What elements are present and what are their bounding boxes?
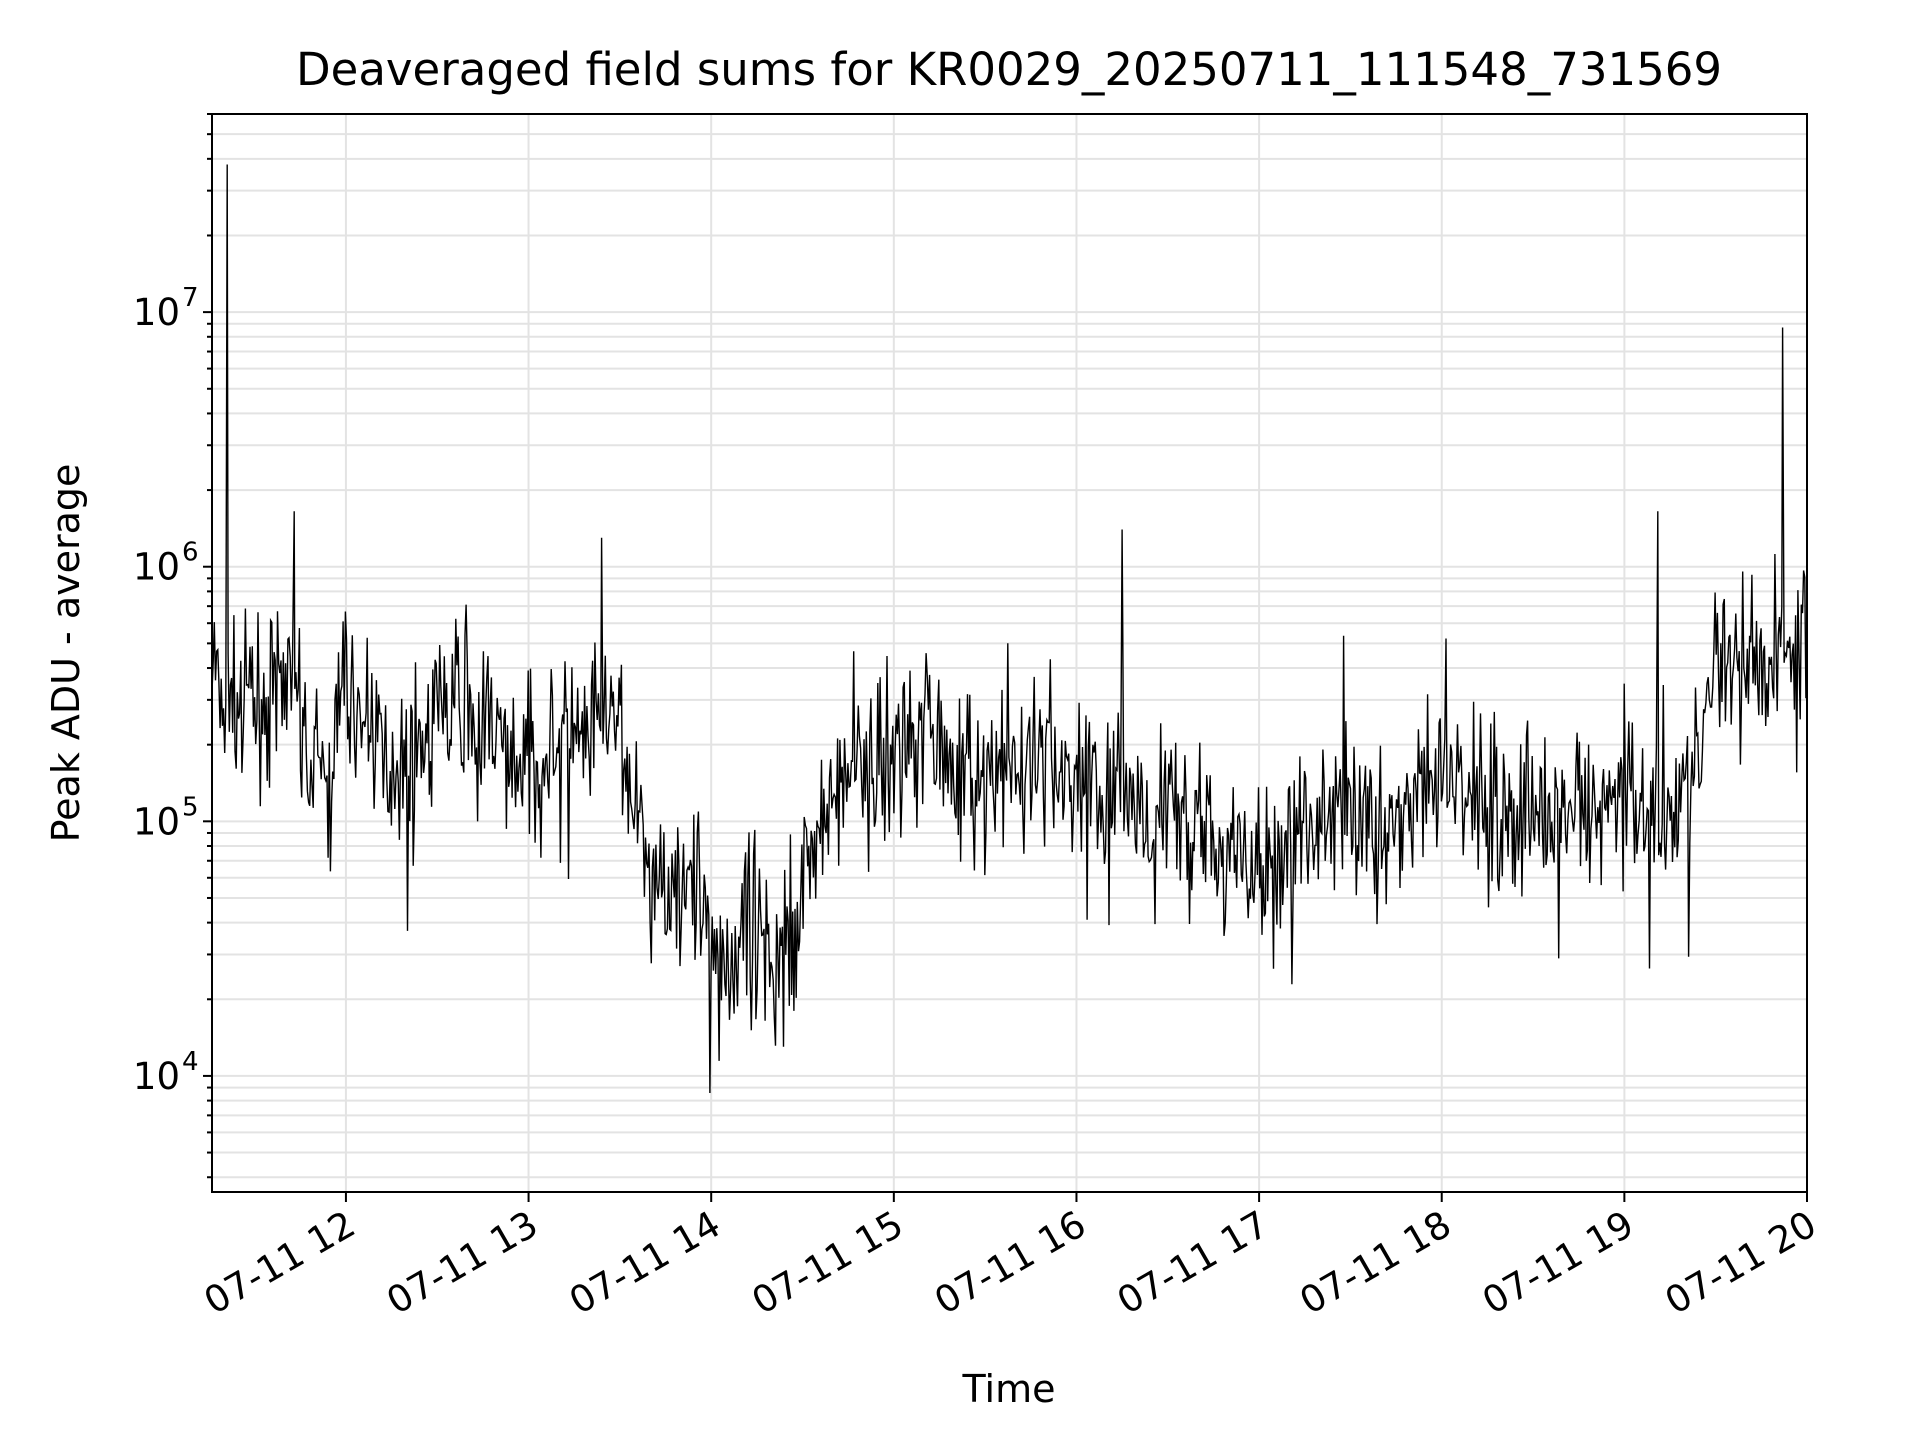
y-tick-label: 10 [133,291,180,334]
y-tick-exponent: 7 [182,283,199,313]
y-tick-exponent: 6 [182,538,199,568]
y-tick-label: 10 [133,546,180,589]
y-tick-label: 10 [133,1055,180,1098]
grid [212,113,1808,1192]
chart-title: Deaveraged field sums for KR0029_2025071… [296,43,1722,96]
y-tick-exponent: 4 [182,1047,199,1077]
y-axis-label: Peak ADU - average [44,464,88,843]
y-tick-label: 10 [133,800,180,843]
plot-frame [211,113,1808,1193]
series-line-group [211,164,1807,1094]
x-axis-label: Time [962,1367,1056,1411]
series-line [211,164,1807,1094]
axis-ticks [203,113,1808,1202]
y-tick-exponent: 5 [182,792,199,822]
